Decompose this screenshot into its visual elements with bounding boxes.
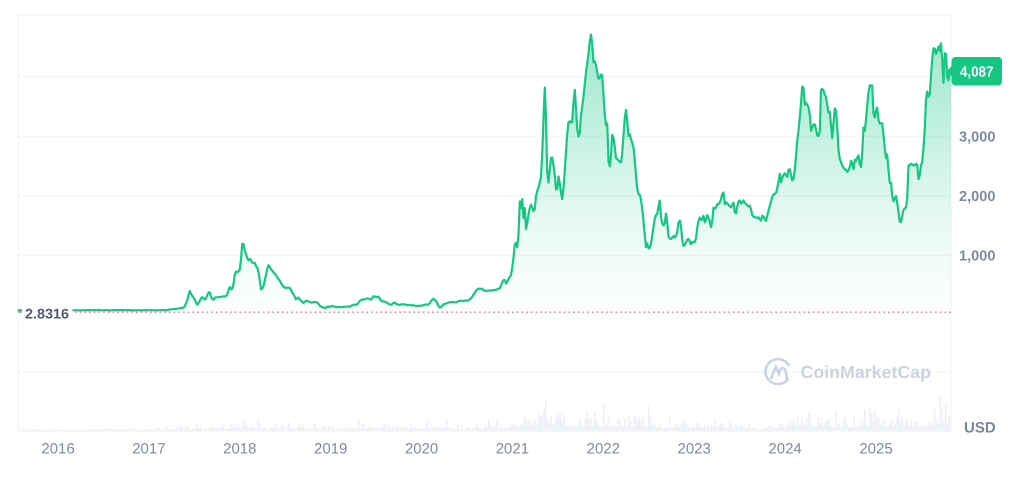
svg-text:1,000: 1,000: [959, 249, 996, 265]
svg-text:2024: 2024: [768, 441, 801, 458]
svg-text:2025: 2025: [859, 441, 892, 458]
svg-text:2020: 2020: [405, 441, 438, 458]
svg-text:2017: 2017: [132, 441, 165, 458]
svg-text:2023: 2023: [678, 441, 711, 458]
svg-text:2022: 2022: [587, 441, 620, 458]
svg-text:4,087: 4,087: [960, 65, 994, 81]
svg-text:2,000: 2,000: [959, 189, 996, 205]
svg-text:2021: 2021: [496, 441, 529, 458]
svg-text:2019: 2019: [314, 441, 347, 458]
svg-text:2016: 2016: [41, 441, 74, 458]
svg-text:2.8316: 2.8316: [25, 306, 69, 322]
svg-text:3,000: 3,000: [959, 130, 996, 146]
svg-text:USD: USD: [964, 420, 996, 437]
svg-text:2018: 2018: [223, 441, 256, 458]
